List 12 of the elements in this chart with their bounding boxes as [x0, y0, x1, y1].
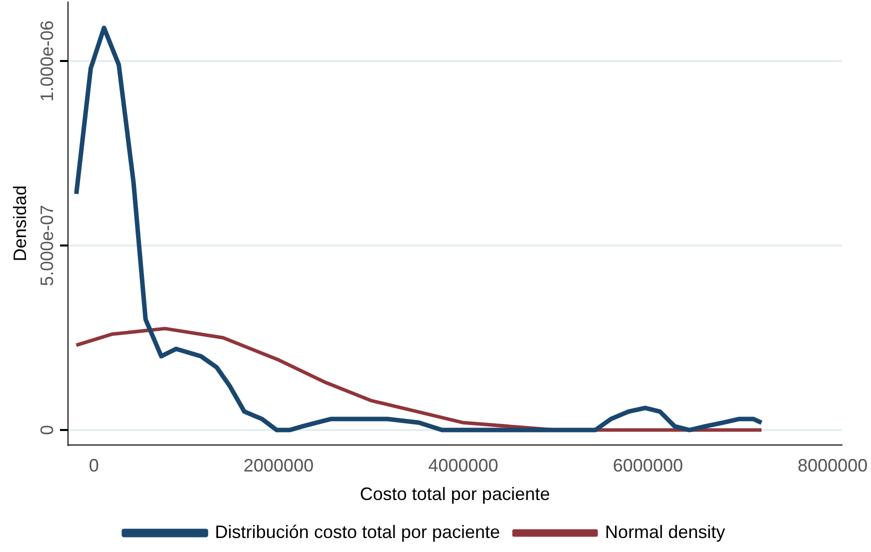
x-tick-label: 0: [88, 456, 99, 476]
legend-label: Distribución costo total por paciente: [214, 522, 500, 542]
y-tick-label: 5.000e-07: [36, 205, 57, 286]
y-axis-title: Densidad: [10, 185, 30, 262]
x-tick-label: 6000000: [612, 456, 683, 476]
x-tick-label: 8000000: [798, 456, 868, 476]
y-tick-label: 1.000e-06: [36, 20, 57, 102]
x-axis-title: Costo total por paciente: [360, 484, 550, 504]
y-tick-label: 0: [36, 425, 57, 436]
legend-label: Normal density: [605, 522, 726, 542]
x-tick-label: 2000000: [244, 456, 314, 476]
x-tick-label: 4000000: [428, 456, 498, 476]
